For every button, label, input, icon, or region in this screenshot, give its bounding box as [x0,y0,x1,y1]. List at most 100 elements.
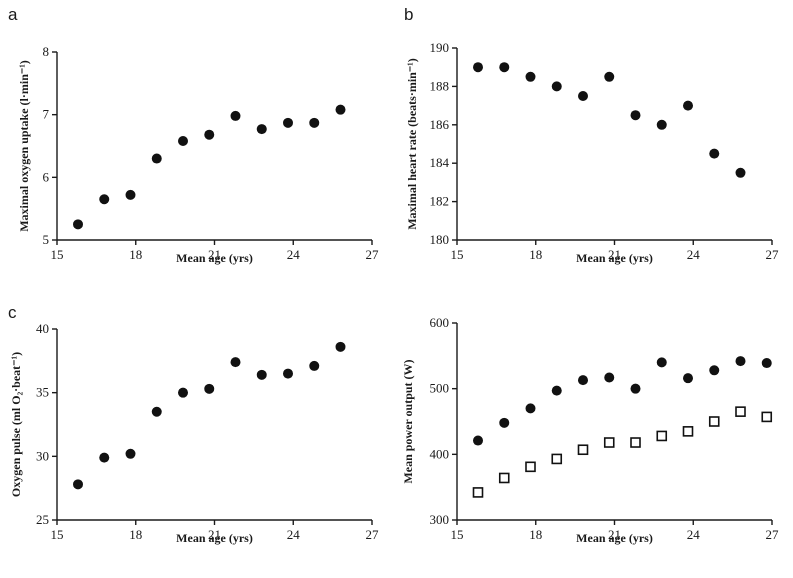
chart-2-x-tick-label: 24 [687,247,701,262]
chart-3-x-tick-label: 21 [208,527,221,542]
chart-2-series-1-point [630,110,641,121]
chart-3-y-tick-label: 40 [36,321,49,336]
chart-1-series-1-point [256,124,267,135]
chart-3-series-1-point [335,341,346,352]
chart-3-y-tick-label: 30 [36,448,49,463]
chart-1-series-1-point [178,135,188,146]
chart-2-series-1-point [551,81,562,92]
chart-1-series-1-point [309,117,320,128]
chart-4-y-axis-title: Mean power output (W) [401,359,415,483]
chart-3-panel-letter: c [8,303,17,322]
chart-1-series-1-point [99,194,110,205]
chart-4-series-1-point [551,385,562,396]
chart-2-y-tick-label: 184 [430,155,450,170]
chart-3-series-1-point [178,387,188,398]
chart-3-x-tick-label: 18 [129,527,142,542]
chart-2-series-1-point [683,100,693,111]
chart-4-series-2-square-point [603,437,615,448]
chart-2-y-tick-label: 186 [430,117,450,132]
chart-4-series-1-point [735,356,746,367]
chart-1-x-tick-label: 24 [287,247,301,262]
chart-4-series-1-point [709,365,720,376]
chart-3-series-1-point [99,452,110,463]
chart-4-x-tick-label: 21 [608,527,621,542]
chart-2-panel-letter: b [404,5,413,24]
chart-3-x-tick-label: 27 [366,527,380,542]
chart-2-y-tick-label: 190 [430,40,450,55]
chart-1-series-1-point [73,219,83,230]
chart-4-series-1-point [761,358,772,369]
chart-4-series-2-square-point [551,453,563,465]
chart-1-x-tick-label: 27 [366,247,380,262]
chart-2-series-1-point [473,62,483,73]
chart-4-series-2-square-point [708,416,720,427]
chart-3-series-1-point [204,383,215,394]
chart-1-y-tick-label: 5 [43,232,50,247]
chart-4-series-2-square-point [525,461,536,473]
chart-4-series-2-square-point [761,411,773,423]
chart-2-series-1-point [656,119,667,130]
chart-4-series-2-square-point [472,487,484,498]
chart-4-series-1-point [578,375,588,386]
chart-3-x-tick-label: 24 [287,527,301,542]
chart-4-x-tick-label: 27 [766,527,780,542]
chart-3-x-tick-label: 15 [51,527,64,542]
chart-1-panel-letter: a [8,5,18,24]
chart-2-x-tick-label: 15 [451,247,464,262]
chart-2-y-tick-label: 180 [430,232,450,247]
chart-3-series-1-point [230,357,241,368]
chart-4-series-1-point [683,373,693,384]
chart-4-y-tick-label: 500 [430,381,450,396]
chart-4-series-1-point [525,403,536,414]
chart-4-series-2-square-point [577,444,589,456]
chart-2-y-tick-label: 182 [430,194,450,209]
chart-1-x-tick-label: 21 [208,247,221,262]
chart-4-y-tick-label: 300 [430,512,450,527]
chart-4-series-1-point [604,372,615,383]
chart-4-x-tick-label: 24 [687,527,701,542]
chart-2-series-1-point [604,71,615,82]
chart-2-series-1-point [735,167,746,178]
chart-1-series-1-point [125,189,136,200]
chart-1-x-tick-label: 18 [129,247,142,262]
chart-4-series-1-point [630,383,641,394]
chart-3-series-1-point [151,406,162,417]
chart-4-x-tick-label: 15 [451,527,464,542]
chart-3-series-1-point [73,479,83,490]
chart-1-y-tick-label: 7 [43,107,50,122]
chart-4-y-tick-label: 400 [430,446,450,461]
chart-1-y-tick-label: 8 [43,44,50,59]
chart-4-y-tick-label: 600 [430,315,450,330]
chart-1-series-1-point [283,117,293,128]
chart-4-series-2-square-point [682,426,694,437]
chart-4-series-1-point [473,435,483,446]
chart-3-series-1-point [256,369,267,380]
chart-2-y-tick-label: 188 [430,78,450,93]
chart-1-series-1-point [204,129,215,140]
chart-3-series-1-point [309,360,320,371]
chart-4-x-tick-label: 18 [529,527,542,542]
chart-3-y-tick-label: 35 [36,385,49,400]
chart-3-y-tick-label: 25 [36,512,49,527]
chart-3-y-axis-title: Oxygen pulse (ml O₂·beat⁻¹) [9,352,23,497]
chart-2-series-1-point [709,148,720,159]
chart-4-series-1-point [499,417,510,428]
chart-2-series-1-point [525,71,536,82]
chart-1-x-axis-title: Mean age (yrs) [176,251,253,265]
chart-1-x-tick-label: 15 [51,247,64,262]
chart-3-series-1-point [125,448,136,459]
chart-4-series-1-point [656,357,667,368]
chart-2-series-1-point [578,91,588,101]
chart-1-series-1-point [230,110,241,121]
chart-1-series-1-point [335,104,346,115]
chart-2-x-tick-label: 18 [529,247,542,262]
chart-1-y-tick-label: 6 [43,169,50,184]
chart-4-x-axis-title: Mean age (yrs) [576,531,653,545]
chart-1-y-axis-title: Maximal oxygen uptake (l·min⁻¹) [17,60,31,232]
chart-4-series-2-square-point [735,406,746,417]
chart-2-y-axis-title: Maximal heart rate (beats·min⁻¹) [405,58,419,230]
chart-4-series-2-square-point [498,472,510,484]
chart-3-series-1-point [283,368,293,379]
chart-2-series-1-point [499,62,510,73]
